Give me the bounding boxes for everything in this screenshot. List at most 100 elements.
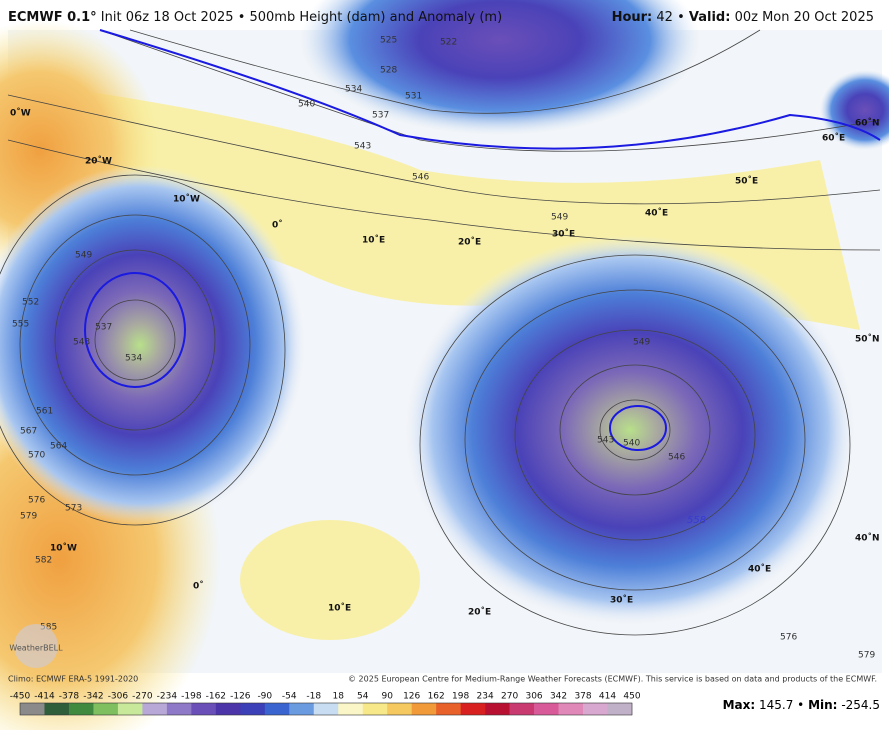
colorbar-label: -450 <box>10 692 31 702</box>
grid-label: 10˚E <box>362 235 385 246</box>
contour-label: 546 <box>412 173 429 183</box>
colorbar-label: 450 <box>623 692 640 702</box>
colorbar-swatch <box>436 703 461 715</box>
contour-label: 570 <box>28 451 45 461</box>
grid-label: 50˚E <box>735 176 758 187</box>
logo-bg <box>14 624 58 668</box>
contour-labels: 525 522 528 534 531 540 537 543 546 549 … <box>12 36 875 661</box>
grid-label: 10˚E <box>328 603 351 614</box>
colorbar-label: 414 <box>599 692 616 702</box>
contour-label: 564 <box>50 442 67 452</box>
max-label: Max: <box>723 698 756 712</box>
grid-label: 0˚W <box>10 108 31 119</box>
colorbar-label: 198 <box>452 692 469 702</box>
colorbar-swatch <box>117 703 143 715</box>
contour-label: 525 <box>380 36 397 46</box>
colorbar-swatch <box>93 703 119 715</box>
contour-label: 549 <box>633 338 650 348</box>
colorbar-label: -18 <box>306 692 321 702</box>
contour-label: 528 <box>380 66 397 76</box>
contour-label: 543 <box>354 142 371 152</box>
colorbar-swatch <box>387 703 412 715</box>
colorbar-label: 126 <box>403 692 420 702</box>
contour-label: 537 <box>372 111 389 121</box>
grid-label: 50˚N <box>855 334 880 345</box>
colorbar-label: 342 <box>550 692 567 702</box>
contour-label: 576 <box>780 633 797 643</box>
climo: Climo: ECMWF ERA-5 1991-2020 <box>8 675 138 684</box>
colorbar-swatch <box>362 703 388 715</box>
grid-label: 30˚E <box>552 229 575 240</box>
max: 145.7 <box>759 698 793 712</box>
colorbar-swatch <box>338 703 364 715</box>
colorbar-swatch <box>264 703 290 715</box>
grid-labels: 0˚W 20˚W 10˚W 0˚ 10˚E 20˚E 30˚E 40˚E 50˚… <box>10 108 880 618</box>
max-min: Max: 145.7 • Min: -254.5 <box>723 698 880 712</box>
hour-label: Hour: <box>612 10 653 25</box>
header-left: ECMWF 0.1° Init 06z 18 Oct 2025 • 500mb … <box>8 10 502 25</box>
contour-label: 531 <box>405 92 422 102</box>
valid: 00z Mon 20 Oct 2025 <box>735 10 874 25</box>
grid-label: 20˚E <box>458 237 481 248</box>
colorbar-swatch <box>215 703 241 715</box>
colorbar-label: -306 <box>108 692 129 702</box>
contour-label: 549 <box>75 251 92 261</box>
colorbar-label: 234 <box>477 692 494 702</box>
colorbar: -450 -414 -378 -342 -306 -270 -234 -198 -162 -126… <box>10 692 641 716</box>
contour-label: 555 <box>12 320 29 330</box>
contour-label: 579 <box>858 651 875 661</box>
colorbar-label: -162 <box>206 692 226 702</box>
contour-label: 543 <box>73 338 90 348</box>
colorbar-label: 378 <box>574 692 591 702</box>
contour-label: 585 <box>40 623 57 633</box>
grid-label: 60˚E <box>822 133 845 144</box>
header-right: Hour: 42 • Valid: 00z Mon 20 Oct 2025 <box>612 10 874 25</box>
colorbar-swatch <box>68 703 94 715</box>
colorbar-label: -198 <box>181 692 202 702</box>
grid-label: 40˚E <box>645 208 668 219</box>
colorbar-swatch <box>583 703 608 715</box>
colorbar-label: 306 <box>525 692 542 702</box>
colorbar-swatch <box>411 703 437 715</box>
contour-label: 546 <box>668 453 685 463</box>
contour-label: 573 <box>65 504 82 514</box>
contour-label: 540 <box>623 439 640 449</box>
colorbar-swatch <box>191 703 217 715</box>
contour-label: 534 <box>345 85 362 95</box>
colorbar-swatch <box>289 703 315 715</box>
min: -254.5 <box>841 698 880 712</box>
colorbar-label: 54 <box>357 692 369 702</box>
contour-label: 543 <box>597 436 614 446</box>
colorbar-swatch <box>142 703 168 715</box>
contour-540 <box>609 405 667 451</box>
colorbar-label: -378 <box>59 692 80 702</box>
colorbar-label: -270 <box>132 692 153 702</box>
contour-label: 561 <box>36 407 53 417</box>
description: Init 06z 18 Oct 2025 • 500mb Height (dam… <box>101 10 502 25</box>
contour-label: 576 <box>28 496 45 506</box>
colorbar-swatch <box>44 703 70 715</box>
colorbar-swatch <box>240 703 266 715</box>
colorbar-swatch <box>534 703 559 715</box>
grid-label: 60˚N <box>855 118 880 129</box>
model: ECMWF 0.1° <box>8 10 97 25</box>
colorbar-label: 90 <box>381 692 393 702</box>
separator: • <box>677 10 685 25</box>
contour-540 <box>99 29 881 150</box>
copyright: © 2025 European Centre for Medium-Range … <box>348 675 877 684</box>
contour-label: 522 <box>440 38 457 48</box>
colorbar-frame <box>19 702 633 716</box>
contour-label: 549 <box>551 213 568 223</box>
grid-label: 30˚E <box>610 595 633 606</box>
colorbar-swatch <box>460 703 486 715</box>
grid-label: 20˚E <box>468 607 491 618</box>
grid-label: 40˚N <box>855 533 880 544</box>
grid-label: 40˚E <box>748 564 771 575</box>
contour-label: 552 <box>22 298 39 308</box>
anomaly-positive <box>240 520 420 640</box>
contour-label: 540 <box>298 100 315 110</box>
separator: • <box>797 698 804 712</box>
colorbar-label: 18 <box>333 692 345 702</box>
colorbar-label: 270 <box>501 692 518 702</box>
